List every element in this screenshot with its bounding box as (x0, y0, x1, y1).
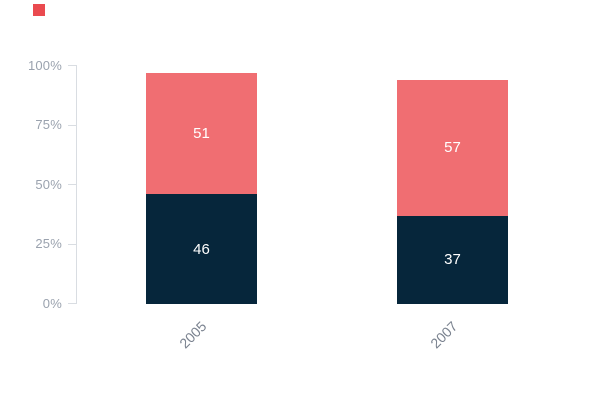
y-tick-mark (68, 303, 76, 304)
y-axis-line (76, 65, 77, 304)
y-tick-mark (68, 124, 76, 126)
y-tick-label: 100% (27, 57, 62, 73)
stacked-bar-2007: 57 37 (397, 79, 508, 304)
bar-segment-top-segment: 57 (397, 79, 508, 216)
y-tick-label: 75% (35, 117, 62, 132)
y-tick-label: 25% (35, 236, 62, 251)
x-axis-label-2005: 2005 (176, 318, 210, 352)
bar-segment-top-segment: 51 (146, 72, 257, 195)
y-tick-mark (68, 65, 76, 66)
y-tick-label: 0% (42, 295, 62, 311)
y-tick-mark (68, 243, 76, 245)
bar-value-label: 46 (193, 240, 210, 258)
bar-value-label: 37 (444, 251, 461, 269)
x-axis-label-2007: 2007 (427, 318, 461, 352)
bar-segment-bottom-segment: 46 (146, 194, 257, 304)
bar-value-label: 51 (193, 124, 210, 142)
y-tick-label: 50% (35, 176, 62, 192)
bar-segment-bottom-segment: 37 (397, 215, 508, 304)
stacked-bar-2005: 51 46 (146, 72, 257, 304)
bar-value-label: 57 (444, 139, 461, 157)
y-tick-mark (68, 184, 76, 185)
brand-mark-square (33, 4, 45, 16)
